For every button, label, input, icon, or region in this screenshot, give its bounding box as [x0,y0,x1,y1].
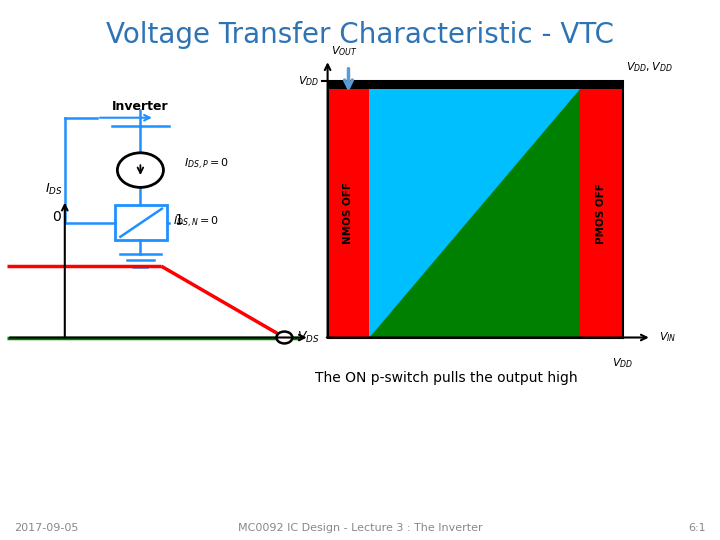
Circle shape [117,153,163,187]
Text: 1: 1 [174,213,183,227]
Text: PMOS OFF: PMOS OFF [596,183,606,244]
Text: $I_{DS}$: $I_{DS}$ [45,182,63,197]
Text: Inverter: Inverter [112,100,168,113]
Circle shape [276,332,292,343]
Bar [328,81,623,338]
Bar [115,205,167,240]
Text: MC0092 IC Design - Lecture 3 : The Inverter: MC0092 IC Design - Lecture 3 : The Inver… [238,523,482,533]
Text: $V_{DD}$: $V_{DD}$ [298,74,319,88]
Text: $V_{IN}$: $V_{IN}$ [659,330,676,345]
Text: Voltage Transfer Characteristic - VTC: Voltage Transfer Characteristic - VTC [106,21,614,49]
Text: NMOS OFF: NMOS OFF [343,183,354,244]
Polygon shape [369,89,580,338]
Text: The ON p-switch pulls the output high: The ON p-switch pulls the output high [315,371,577,385]
Bar [328,81,623,338]
Text: 2017-09-05: 2017-09-05 [14,523,78,533]
Text: $I_{DS,N}=0$: $I_{DS,N}=0$ [173,215,219,230]
Text: $I_{DS,P}=0$: $I_{DS,P}=0$ [184,157,229,172]
Text: $V_{DD}$: $V_{DD}$ [612,356,634,370]
Text: $V_{OUT}$: $V_{OUT}$ [331,44,358,58]
Text: $V_{DS}$: $V_{DS}$ [297,330,320,345]
Bar [369,89,580,338]
Text: $V_{DD}, V_{DD}$: $V_{DD}, V_{DD}$ [626,60,673,75]
Text: 0: 0 [53,211,61,224]
Bar [328,81,623,89]
Text: 6:1: 6:1 [688,523,706,533]
